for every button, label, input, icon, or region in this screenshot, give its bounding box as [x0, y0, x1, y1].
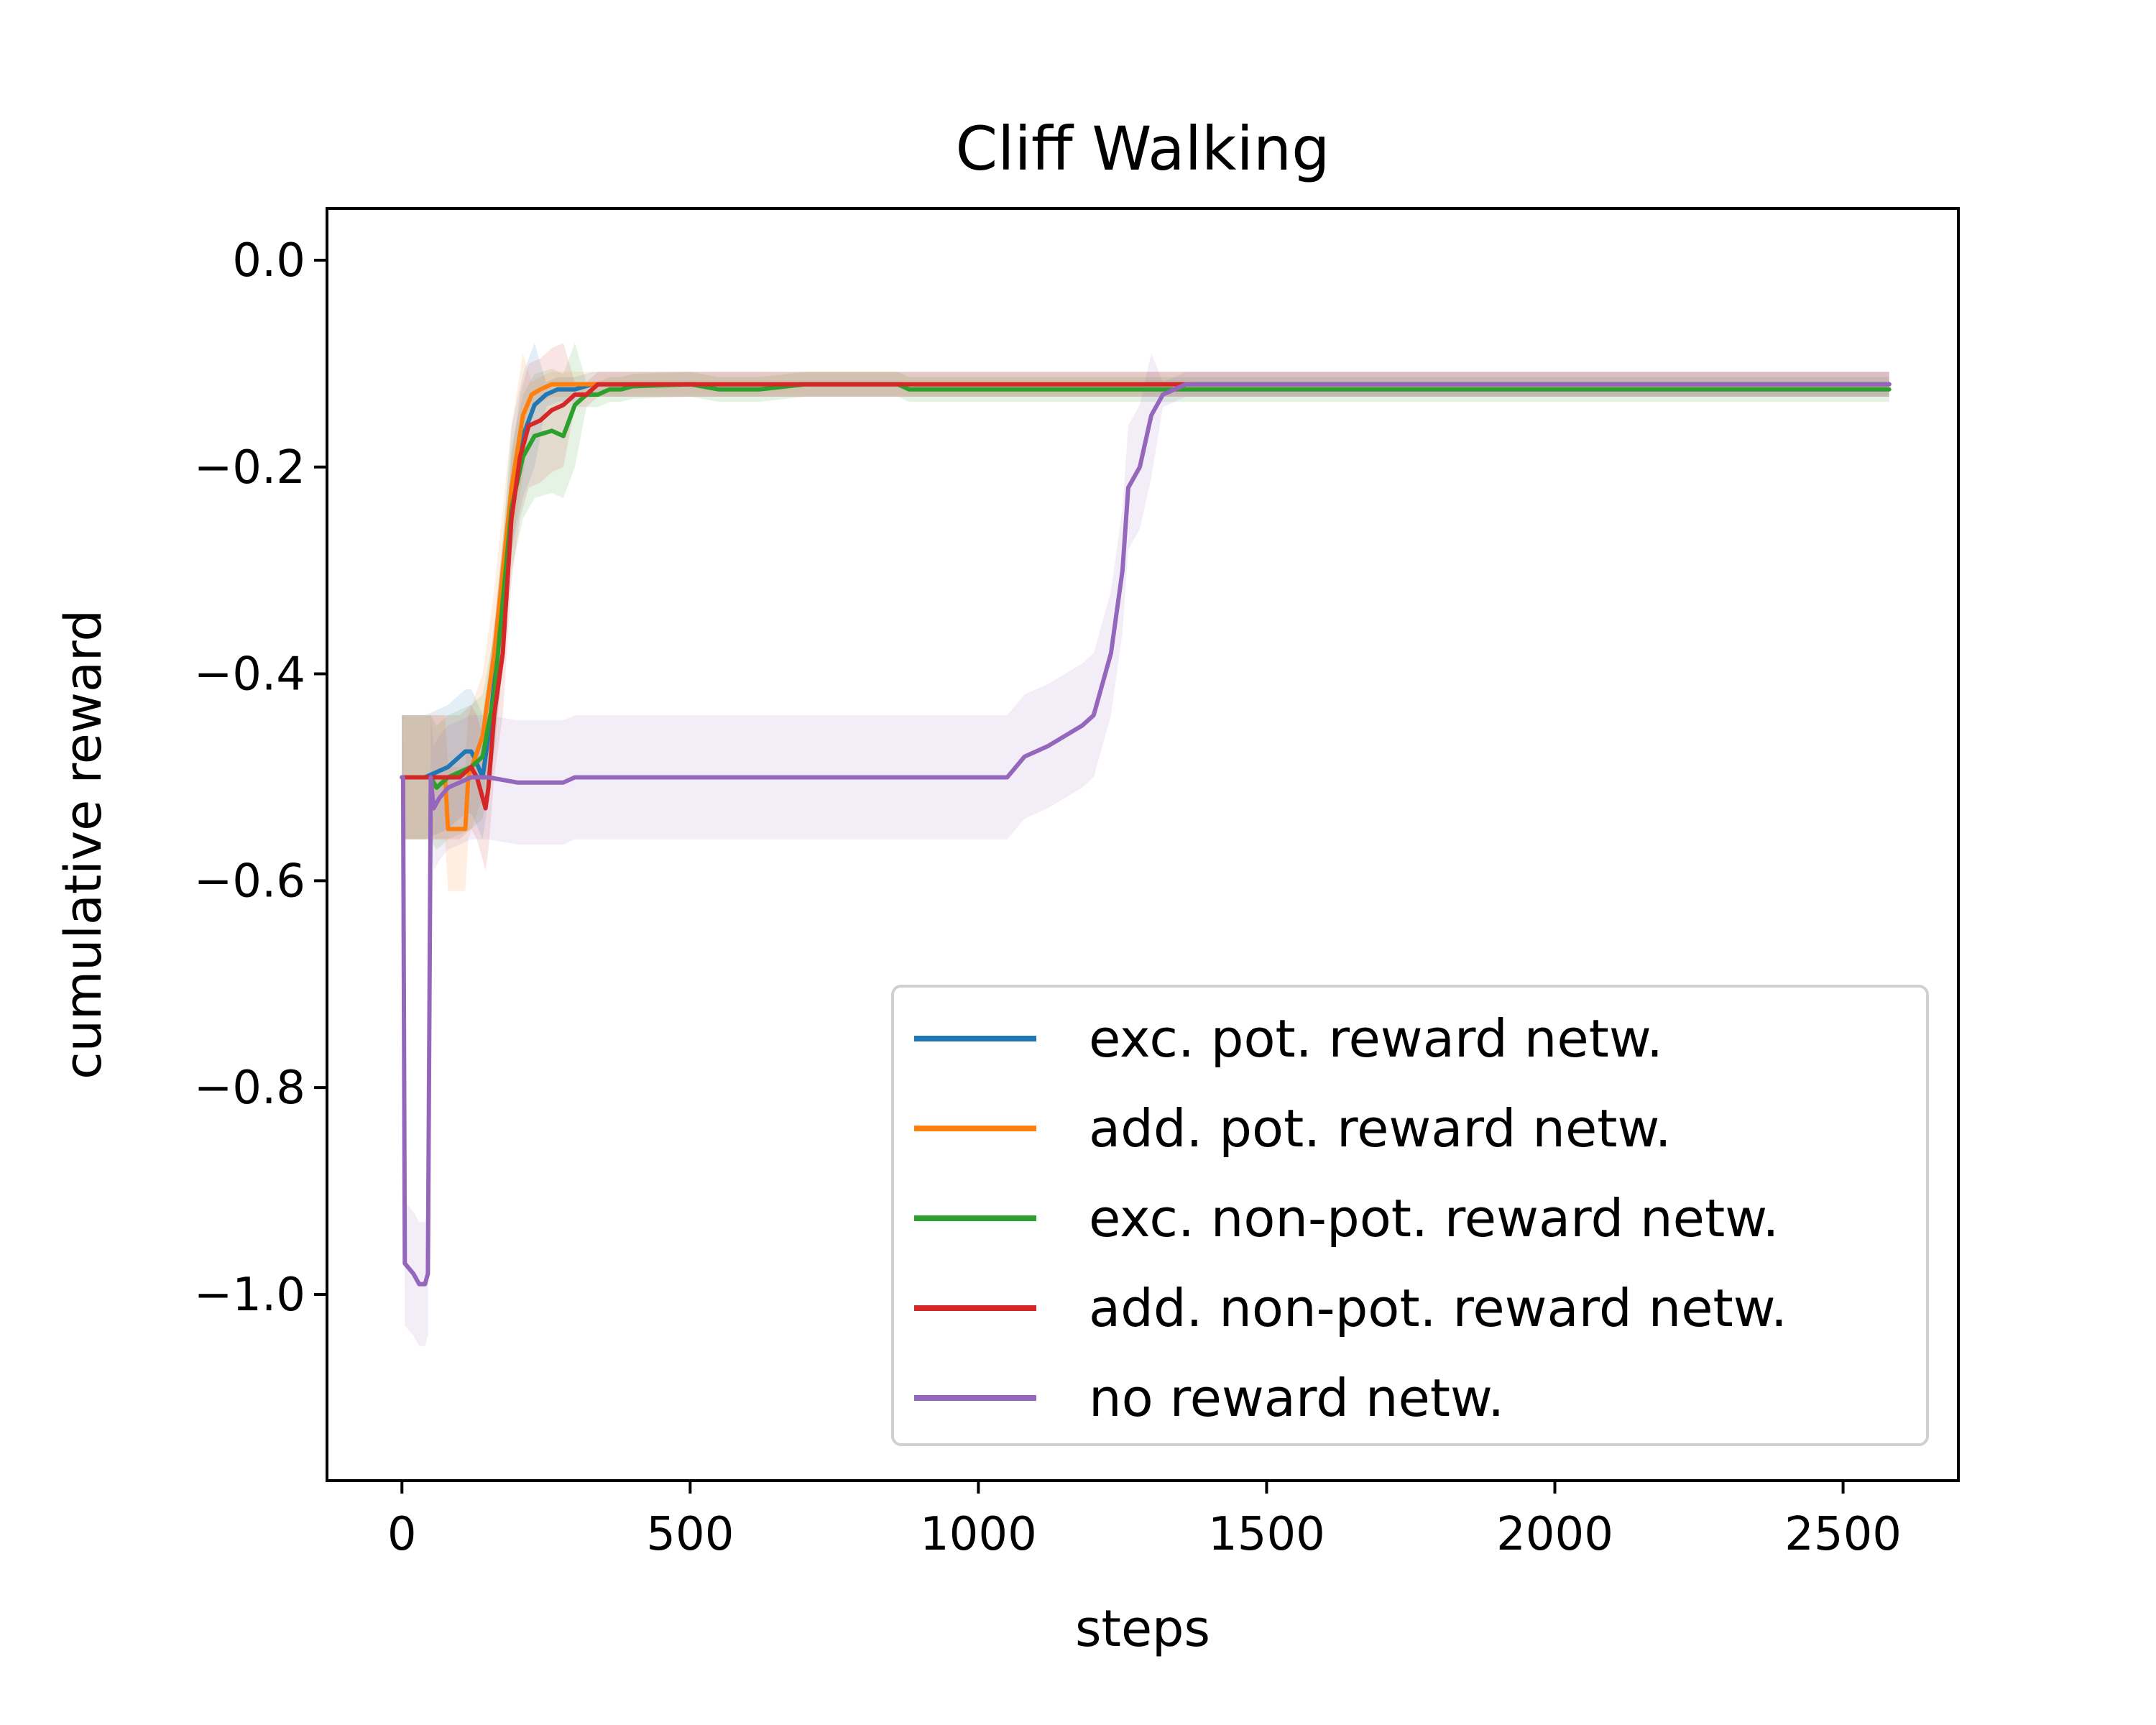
y-axis-label: cumulative reward — [54, 610, 113, 1080]
chart-title: Cliff Walking — [956, 114, 1330, 184]
x-tick-label: 500 — [646, 1508, 734, 1561]
x-tick-label: 2000 — [1496, 1508, 1613, 1561]
series-line-4 — [400, 382, 1892, 1287]
series-line-3 — [400, 382, 1892, 811]
x-axis-label: steps — [1075, 1599, 1210, 1658]
y-tick-label: 0.0 — [232, 234, 305, 288]
y-axis: 0.0 −0.2 −0.4 −0.6 −0.8 −1.0 — [194, 234, 327, 1322]
x-axis: 0 500 1000 1500 2000 2500 — [387, 1481, 1902, 1561]
series-line-1 — [400, 382, 1892, 832]
legend-label-4: no reward netw. — [1089, 1368, 1504, 1428]
y-tick-label: −0.2 — [194, 441, 305, 494]
x-tick-label: 2500 — [1784, 1508, 1902, 1561]
x-tick-label: 1500 — [1208, 1508, 1325, 1561]
series-line-2 — [400, 382, 1892, 790]
legend: exc. pot. reward netw. add. pot. reward n… — [891, 985, 1929, 1446]
x-tick-label: 1000 — [920, 1508, 1037, 1561]
legend-label-3: add. non-pot. reward netw. — [1089, 1278, 1787, 1338]
x-tick-label: 0 — [387, 1508, 417, 1561]
series-lines — [400, 382, 1892, 1287]
y-tick-label: −0.6 — [194, 855, 305, 908]
y-tick-label: −0.4 — [194, 648, 305, 702]
variance-band-3 — [402, 343, 1889, 871]
y-tick-label: −1.0 — [194, 1269, 305, 1322]
legend-label-2: exc. non-pot. reward netw. — [1089, 1188, 1779, 1248]
y-tick-label: −0.8 — [194, 1062, 305, 1115]
legend-label-0: exc. pot. reward netw. — [1089, 1008, 1663, 1069]
plot-frame — [326, 207, 1960, 1482]
legend-frame — [891, 985, 1929, 1446]
legend-label-1: add. pot. reward netw. — [1089, 1098, 1672, 1159]
